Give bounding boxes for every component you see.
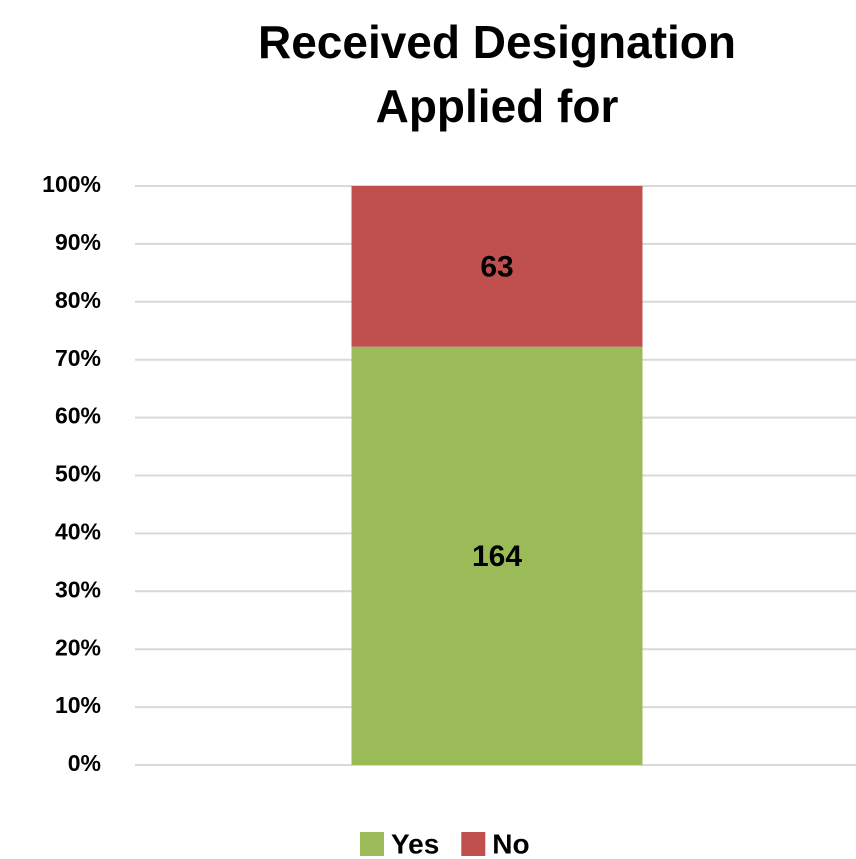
y-tick-label: 20%: [55, 634, 101, 660]
legend-swatch: [461, 832, 486, 856]
y-tick-label: 90%: [55, 229, 101, 255]
legend-label: No: [492, 828, 529, 859]
bar-segment: [351, 186, 643, 347]
legend-swatch: [360, 832, 384, 856]
y-tick-label: 70%: [55, 345, 101, 371]
data-label: 63: [480, 250, 513, 283]
y-tick-label: 0%: [68, 750, 101, 776]
y-tick-label: 50%: [55, 461, 101, 487]
chart-title: Received Designation Applied for: [257, 16, 737, 132]
y-tick-label: 10%: [55, 692, 101, 718]
y-tick-label: 30%: [55, 576, 101, 602]
legend-label: Yes: [391, 828, 439, 859]
y-tick-label: 100%: [42, 171, 101, 197]
y-tick-label: 80%: [55, 287, 101, 313]
data-label: 164: [472, 540, 522, 573]
y-tick-label: 40%: [55, 518, 101, 544]
y-tick-label: 60%: [55, 403, 101, 429]
bar-segment: [351, 346, 643, 765]
